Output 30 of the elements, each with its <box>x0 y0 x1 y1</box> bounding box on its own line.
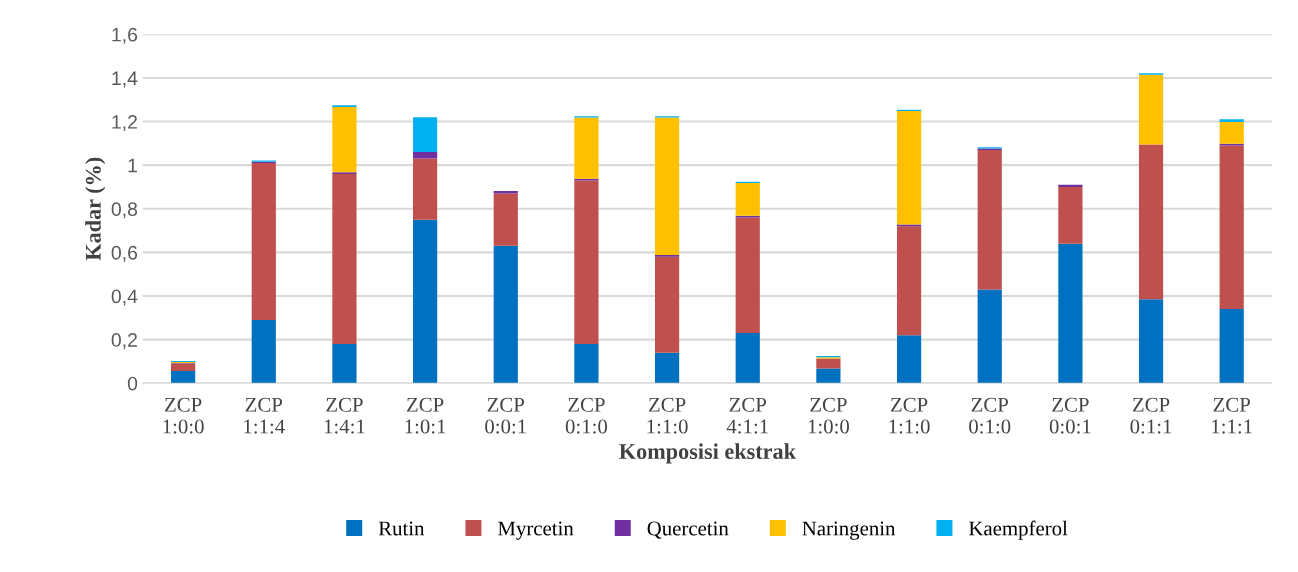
x-tick-label: ZCP 1:0:0 <box>163 397 204 434</box>
x-tick-label: ZCP 0:0:1 <box>1049 397 1091 434</box>
y-tick-label: 1,4 <box>112 71 138 88</box>
legend-label: Kaempferol <box>968 520 1068 540</box>
legend-label: Quercetin <box>647 521 729 539</box>
y-tick-label: 1 <box>128 158 137 173</box>
y-tick-label: 0 <box>127 376 138 391</box>
legend-label: Myrcetin <box>498 521 574 540</box>
x-tick-label: ZCP 1:4:1 <box>324 397 365 434</box>
legend-label: Naringenin <box>802 521 896 540</box>
y-tick-label: 0,6 <box>111 245 138 262</box>
x-tick-label: ZCP 1:1:1 <box>1212 397 1252 434</box>
x-tick-label: ZCP 4:1:1 <box>726 397 768 434</box>
x-tick-label: ZCP 1:1:0 <box>647 397 688 434</box>
x-tick-label: ZCP 0:1:0 <box>565 397 608 434</box>
x-tick-label: ZCP 1:0:1 <box>405 397 446 434</box>
x-tick-label: ZCP 1:1:0 <box>889 397 930 434</box>
x-tick-label: ZCP 0:0:1 <box>485 397 526 434</box>
y-tick-label: 1,6 <box>112 27 138 44</box>
x-tick-label: ZCP 1:1:4 <box>244 397 285 434</box>
legend-label: Rutin <box>378 521 425 536</box>
x-tick-label: ZCP 0:1:1 <box>1130 397 1172 434</box>
y-tick-label: 1,2 <box>112 115 137 132</box>
y-tick-label: 0,8 <box>111 202 138 219</box>
y-tick-label: 0,4 <box>111 289 138 306</box>
x-axis-title: Komposisi ekstrak <box>619 443 796 464</box>
x-tick-label: ZCP 1:0:0 <box>808 397 850 434</box>
y-tick-label: 0,2 <box>111 333 137 350</box>
x-tick-label: ZCP 0:1:0 <box>969 397 1011 434</box>
y-axis-title: Kadar (%) <box>85 157 106 261</box>
